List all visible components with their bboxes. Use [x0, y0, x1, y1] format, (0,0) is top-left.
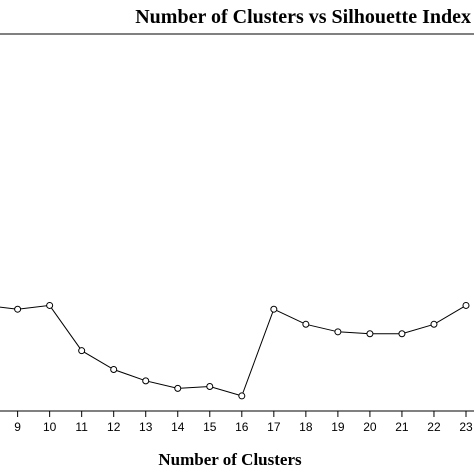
- x-tick-label-12: 12: [107, 420, 121, 434]
- data-point-18: [302, 320, 310, 328]
- x-tick-label-21: 21: [395, 420, 409, 434]
- x-tick-label-15: 15: [203, 420, 217, 434]
- x-tick-label-10: 10: [43, 420, 57, 434]
- data-point-19: [334, 328, 342, 336]
- data-point-10: [46, 301, 54, 309]
- x-tick-label-23: 23: [459, 420, 473, 434]
- series-line: [0, 304, 467, 397]
- x-tick-label-20: 20: [363, 420, 377, 434]
- x-tick-label-13: 13: [139, 420, 153, 434]
- x-tick-label-9: 9: [14, 420, 21, 434]
- x-tick-label-17: 17: [267, 420, 281, 434]
- data-point-23: [462, 301, 470, 309]
- data-point-22: [430, 320, 438, 328]
- x-tick-label-11: 11: [75, 420, 88, 434]
- data-point-14: [174, 384, 182, 392]
- data-point-15: [206, 382, 214, 390]
- series-points: [14, 301, 470, 400]
- chart-title: Number of Clusters vs Silhouette Index: [135, 6, 471, 28]
- x-tick-label-14: 14: [171, 420, 185, 434]
- data-point-20: [366, 330, 374, 338]
- data-point-9: [14, 305, 22, 313]
- data-point-17: [270, 305, 278, 313]
- data-point-21: [398, 330, 406, 338]
- data-point-13: [142, 377, 150, 385]
- data-point-11: [78, 347, 86, 355]
- data-point-16: [238, 392, 246, 400]
- x-tick-label-22: 22: [427, 420, 441, 434]
- x-tick-label-16: 16: [235, 420, 249, 434]
- x-axis-tick-labels: 9 10 11 12 13 14 15 16 17 18 19 20 21 22 23: [14, 420, 473, 434]
- x-tick-label-18: 18: [299, 420, 313, 434]
- data-point-12: [110, 366, 118, 374]
- x-axis-ticks: [17, 411, 467, 417]
- x-axis-title: Number of Clusters: [158, 450, 302, 469]
- x-tick-label-19: 19: [331, 420, 345, 434]
